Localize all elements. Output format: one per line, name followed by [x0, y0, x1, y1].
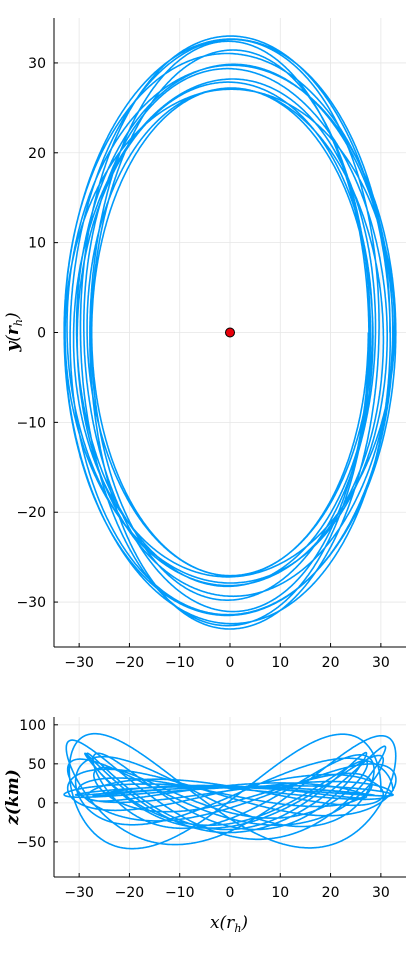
top-y-tick-label: −30 — [16, 595, 46, 611]
top-x-tick-label: 20 — [322, 655, 340, 671]
top-y-axis-label-r: r — [3, 325, 23, 335]
top-x-tick-label: −20 — [115, 655, 145, 671]
bottom-x-tick-label: 10 — [271, 885, 289, 901]
bottom-x-tick-label: −20 — [115, 885, 145, 901]
bottom-y-tick-label: 100 — [19, 718, 46, 734]
bottom-ticks: −30 −20 −10 0 10 20 30 −50 0 50 100 — [16, 718, 389, 901]
bottom-orbit-line — [63, 732, 397, 850]
bottom-x-tick-label: 30 — [372, 885, 390, 901]
top-orbit-trace — [63, 35, 397, 630]
bottom-x-axis-label-close: ) — [240, 913, 248, 933]
bottom-y-tick-label: 50 — [28, 757, 46, 773]
top-orbit-line — [63, 35, 397, 630]
central-body-marker — [225, 327, 235, 338]
bottom-y-axis-label: z(km) — [3, 769, 23, 826]
bottom-orbit-trace — [63, 732, 397, 850]
top-x-tick-label: 10 — [271, 655, 289, 671]
top-y-tick-label: 30 — [28, 56, 46, 72]
top-ticks: −30 −20 −10 0 10 20 30 −30 −20 −10 0 10 20 30 — [16, 56, 389, 671]
top-y-axis-label-main: y — [3, 341, 23, 353]
top-x-tick-label: −30 — [64, 655, 94, 671]
top-panel-xy-orbit: −30 −20 −10 0 10 20 30 −30 −20 −10 0 10 20 30 y(rh) — [3, 18, 406, 671]
top-grid — [54, 18, 406, 647]
top-y-tick-label: −20 — [16, 505, 46, 521]
top-x-tick-label: 0 — [226, 655, 235, 671]
top-y-axis-label: y(rh) — [3, 312, 25, 352]
bottom-panel-xz-orbit: −30 −20 −10 0 10 20 30 −50 0 50 100 z(km) x(rh) — [3, 717, 406, 935]
top-x-tick-label: −10 — [165, 655, 195, 671]
bottom-x-tick-label: 0 — [226, 885, 235, 901]
bottom-x-tick-label: −30 — [64, 885, 94, 901]
bottom-x-axis-label-sub: h — [234, 922, 241, 935]
bottom-x-axis-label-main: x — [210, 913, 220, 933]
top-x-tick-label: 30 — [372, 655, 390, 671]
bottom-x-tick-label: 20 — [322, 885, 340, 901]
top-y-axis-label-open: ( — [3, 335, 23, 342]
bottom-x-axis-label-open: ( — [220, 913, 227, 933]
top-y-tick-label: 20 — [28, 146, 46, 162]
bottom-grid — [54, 717, 406, 877]
bottom-y-tick-label: −50 — [16, 835, 46, 851]
top-y-axis-label-sub: h — [12, 319, 25, 326]
top-y-axis-label-close: ) — [3, 312, 23, 320]
top-y-tick-label: 0 — [37, 326, 46, 342]
bottom-x-axis-label: x(rh) — [210, 913, 248, 935]
bottom-x-axis-label-r: r — [226, 913, 235, 933]
bottom-y-tick-label: 0 — [37, 796, 46, 812]
top-y-tick-label: 10 — [28, 236, 46, 252]
top-y-tick-label: −10 — [16, 415, 46, 431]
bottom-x-tick-label: −10 — [165, 885, 195, 901]
